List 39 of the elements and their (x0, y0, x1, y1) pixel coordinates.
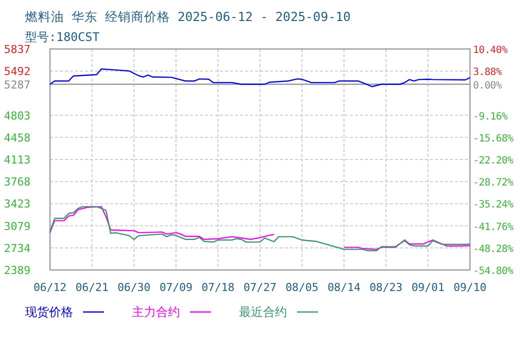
legend-label: 现货价格 (25, 305, 73, 319)
y-tick-label: 2734 (4, 242, 31, 255)
x-tick-label: 08/14 (327, 281, 361, 294)
x-tick-label: 07/18 (201, 281, 235, 294)
x-tick-label: 09/10 (453, 281, 487, 294)
y2-tick-label: -35.24% (473, 200, 514, 211)
chart-subtitle: 型号:180CST (25, 30, 100, 44)
y-tick-label: 2389 (4, 264, 30, 277)
y-tick-label: 5492 (4, 65, 30, 78)
x-tick-label: 06/21 (75, 281, 109, 294)
x-tick-label: 08/23 (369, 281, 403, 294)
legend-label: 主力合约 (132, 305, 180, 319)
x-tick-label: 07/09 (159, 281, 193, 294)
y-tick-label: 4113 (4, 154, 30, 166)
y2-tick-label: -9.16% (473, 111, 508, 122)
x-tick-label: 08/05 (285, 281, 319, 294)
legend-label: 最近合约 (239, 305, 287, 319)
y2-tick-label: -48.28% (473, 244, 514, 255)
x-tick-label: 09/01 (411, 281, 445, 294)
x-tick-label: 06/12 (33, 281, 67, 294)
y2-tick-label: -28.72% (473, 178, 514, 189)
y2-tick-label: -54.80% (473, 266, 514, 277)
y2-tick-label: -41.76% (473, 222, 514, 233)
y-tick-label: 5837 (4, 43, 30, 56)
y-tick-label: 4803 (4, 109, 30, 122)
y-tick-label: 5287 (4, 78, 30, 92)
y-tick-label: 3079 (4, 220, 30, 233)
x-tick-label: 07/27 (243, 281, 277, 294)
x-tick-label: 06/30 (117, 281, 151, 294)
chart-title: 燃料油 华东 经销商价格 2025-06-12 - 2025-09-10 (25, 9, 351, 24)
line-series (49, 68, 471, 88)
y-tick-label: 4458 (4, 131, 30, 144)
y2-tick-label: 10.40% (473, 45, 508, 56)
y-tick-label: 3768 (4, 176, 30, 189)
y-tick-label: 3423 (4, 198, 30, 211)
y2-tick-label: -15.68% (473, 133, 514, 144)
y2-tick-label: 3.88% (473, 67, 502, 78)
y2-tick-label: 0.00% (473, 80, 502, 92)
y2-tick-label: -22.20% (473, 156, 514, 166)
